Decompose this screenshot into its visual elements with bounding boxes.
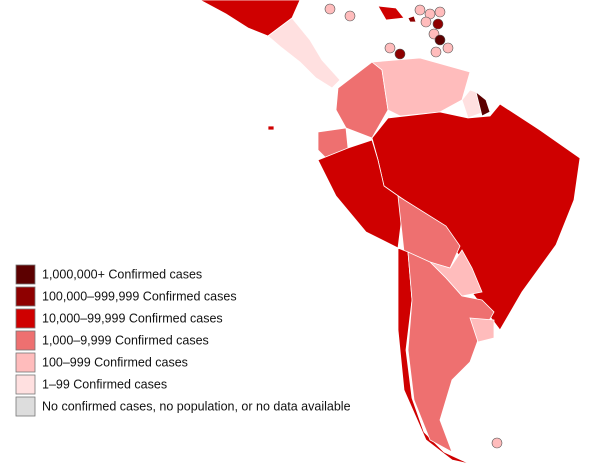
legend-label: No confirmed cases, no population, or no… <box>42 399 351 413</box>
island <box>434 6 446 18</box>
central-america <box>267 17 341 89</box>
legend-swatch <box>15 308 36 329</box>
legend-swatch <box>15 264 36 285</box>
hispaniola <box>377 5 405 21</box>
legend: 1,000,000+ Confirmed cases 100,000–999,99… <box>15 264 351 417</box>
galapagos <box>267 125 275 131</box>
legend-label: 100,000–999,999 Confirmed cases <box>42 289 237 303</box>
island <box>394 48 406 60</box>
legend-swatch <box>15 396 36 417</box>
legend-swatch <box>15 286 36 307</box>
legend-swatch <box>15 352 36 373</box>
island <box>442 42 454 54</box>
legend-label: 1–99 Confirmed cases <box>42 377 167 391</box>
caribbean-island <box>407 15 417 23</box>
legend-swatch <box>15 374 36 395</box>
island <box>420 16 432 28</box>
island <box>430 46 442 58</box>
island <box>344 10 356 22</box>
island <box>434 34 446 46</box>
island <box>432 18 444 30</box>
peru <box>317 139 405 249</box>
island <box>384 42 396 54</box>
legend-label: 1,000–9,999 Confirmed cases <box>42 333 209 347</box>
island <box>324 3 336 15</box>
island <box>491 437 503 449</box>
island <box>414 4 426 16</box>
uruguay <box>469 317 495 343</box>
legend-label: 100–999 Confirmed cases <box>42 355 188 369</box>
colombia <box>335 61 389 139</box>
countries <box>199 0 581 465</box>
french-guiana <box>475 90 491 117</box>
legend-label: 1,000,000+ Confirmed cases <box>42 267 202 281</box>
legend-label: 10,000–99,999 Confirmed cases <box>42 311 223 325</box>
argentina <box>407 251 495 453</box>
legend-swatch <box>15 330 36 351</box>
islands <box>324 3 503 449</box>
